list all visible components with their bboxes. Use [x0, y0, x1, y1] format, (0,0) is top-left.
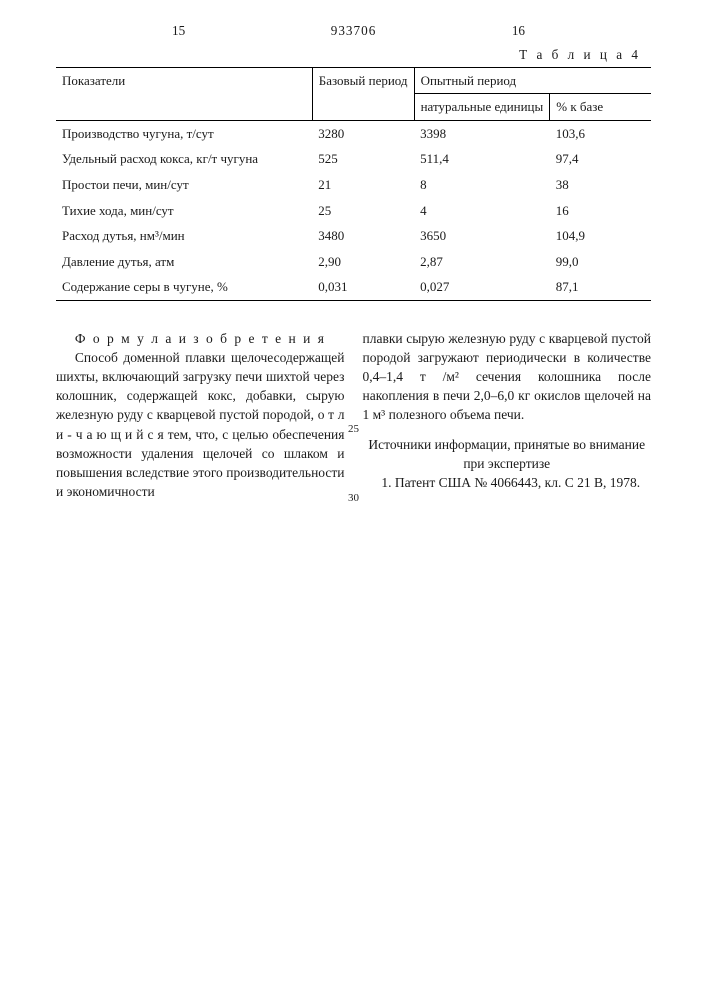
- col-header-percent: % к базе: [550, 94, 651, 121]
- nat-cell: 3398: [414, 120, 550, 146]
- nat-cell: 8: [414, 172, 550, 198]
- pct-cell: 97,4: [550, 146, 651, 172]
- col-header-natural: натуральные единицы: [414, 94, 550, 121]
- metric-cell: Тихие хода, мин/сут: [56, 198, 312, 224]
- col-header-test: Опытный период: [414, 67, 651, 94]
- pct-cell: 38: [550, 172, 651, 198]
- metric-cell: Давление дутья, атм: [56, 249, 312, 275]
- table-row: Содержание серы в чугуне, % 0,031 0,027 …: [56, 274, 651, 300]
- right-column: плавки сырую железную руду с кварцевой п…: [363, 329, 652, 501]
- base-cell: 525: [312, 146, 414, 172]
- col-header-base: Базовый период: [312, 67, 414, 120]
- line-number: 25: [348, 422, 359, 437]
- table-caption: Т а б л и ц а 4: [56, 46, 641, 64]
- col-header-metric: Показатели: [56, 67, 312, 120]
- metric-cell: Содержание серы в чугуне, %: [56, 274, 312, 300]
- pct-cell: 87,1: [550, 274, 651, 300]
- page-number-left: 15: [172, 22, 185, 40]
- table-row: Производство чугуна, т/сут 3280 3398 103…: [56, 120, 651, 146]
- table-row: Давление дутья, атм 2,90 2,87 99,0: [56, 249, 651, 275]
- pct-cell: 99,0: [550, 249, 651, 275]
- page-header: 15 933706 16: [56, 22, 651, 44]
- page: 15 933706 16 Т а б л и ц а 4 Показатели …: [0, 0, 707, 1000]
- table-row: Простои печи, мин/сут 21 8 38: [56, 172, 651, 198]
- left-column: Ф о р м у л а и з о б р е т е н и я Спос…: [56, 329, 345, 501]
- base-cell: 2,90: [312, 249, 414, 275]
- base-cell: 3480: [312, 223, 414, 249]
- line-number: 30: [348, 491, 359, 506]
- base-cell: 21: [312, 172, 414, 198]
- table-row: Удельный расход кокса, кг/т чугуна 525 5…: [56, 146, 651, 172]
- pct-cell: 16: [550, 198, 651, 224]
- base-cell: 25: [312, 198, 414, 224]
- claims-heading: Ф о р м у л а и з о б р е т е н и я: [56, 329, 345, 348]
- nat-cell: 4: [414, 198, 550, 224]
- page-number-right: 16: [512, 22, 525, 40]
- nat-cell: 3650: [414, 223, 550, 249]
- pct-cell: 103,6: [550, 120, 651, 146]
- document-number: 933706: [331, 22, 377, 40]
- base-cell: 0,031: [312, 274, 414, 300]
- metric-cell: Удельный расход кокса, кг/т чугуна: [56, 146, 312, 172]
- claims-continuation: плавки сырую железную руду с кварцевой п…: [363, 329, 652, 425]
- base-cell: 3280: [312, 120, 414, 146]
- metric-cell: Простои печи, мин/сут: [56, 172, 312, 198]
- nat-cell: 0,027: [414, 274, 550, 300]
- metric-cell: Производство чугуна, т/сут: [56, 120, 312, 146]
- nat-cell: 2,87: [414, 249, 550, 275]
- table-row: Расход дутья, нм³/мин 3480 3650 104,9: [56, 223, 651, 249]
- claims-paragraph: Способ доменной плавки щелочесодержащей …: [56, 348, 345, 501]
- pct-cell: 104,9: [550, 223, 651, 249]
- sources-heading: Источники информации, принятые во вниман…: [363, 435, 652, 473]
- metric-cell: Расход дутья, нм³/мин: [56, 223, 312, 249]
- source-item: 1. Патент США № 4066443, кл. С 21 В, 197…: [363, 473, 652, 492]
- nat-cell: 511,4: [414, 146, 550, 172]
- table-row: Тихие хода, мин/сут 25 4 16: [56, 198, 651, 224]
- results-table: Показатели Базовый период Опытный период…: [56, 67, 651, 301]
- body-columns: Ф о р м у л а и з о б р е т е н и я Спос…: [56, 329, 651, 501]
